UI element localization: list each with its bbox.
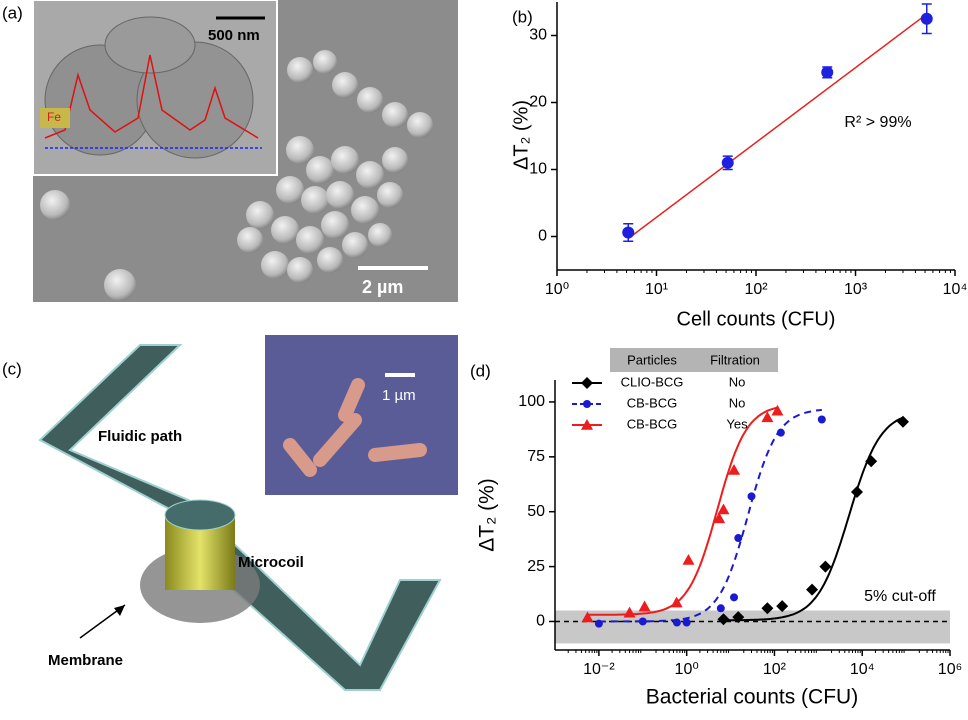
scale-label: 1 µm xyxy=(382,387,416,404)
cell xyxy=(104,16,196,74)
legend-label: CB-BCG xyxy=(627,395,678,410)
bacteria-spheres xyxy=(40,50,433,301)
coil-top xyxy=(164,499,236,531)
point xyxy=(622,226,635,239)
y-tick-label: 0 xyxy=(538,228,547,245)
point xyxy=(672,618,681,627)
point xyxy=(817,415,826,424)
y-axis-label: ΔT₂ (%) xyxy=(476,478,499,552)
point xyxy=(761,411,774,423)
y-tick-label: 100 xyxy=(518,393,545,410)
point xyxy=(747,492,756,501)
fit-curve xyxy=(723,416,904,622)
scale-label: 500 nm xyxy=(208,27,260,44)
legend-label: CB-BCG xyxy=(627,416,678,431)
x-tick-label: 10² xyxy=(744,281,768,298)
panel-label: (a) xyxy=(2,3,23,22)
point xyxy=(761,602,774,615)
legend-label: CLIO-BCG xyxy=(621,374,684,389)
legend-filtration: No xyxy=(729,395,746,410)
x-tick-label: 10⁶ xyxy=(938,661,962,678)
scale-label: 2 µm xyxy=(362,277,403,297)
charts: (b) 0 10 20 30 10⁰ 10¹ 10² 10³ 10⁴ Cell counts (CF… xyxy=(470,2,967,709)
legend-filtration: Yes xyxy=(726,416,748,431)
point xyxy=(732,611,745,624)
point xyxy=(716,604,725,613)
fit-curve xyxy=(587,406,778,616)
point xyxy=(865,455,878,468)
point xyxy=(713,512,726,524)
x-tick-label: 10⁰ xyxy=(545,281,569,298)
fe-profile xyxy=(44,54,259,139)
point xyxy=(730,593,739,602)
x-tick-label: 10¹ xyxy=(645,281,668,298)
point xyxy=(581,611,594,623)
label: Microcoil xyxy=(238,554,304,571)
fe-label-box xyxy=(40,108,70,128)
point xyxy=(850,485,863,498)
element-label: Fe xyxy=(47,110,61,124)
point xyxy=(594,619,603,628)
point xyxy=(897,415,910,428)
x-tick-label: 10⁴ xyxy=(943,281,968,298)
x-tick-label: 10⁰ xyxy=(675,661,699,678)
x-axis-label: Bacterial counts (CFU) xyxy=(646,686,858,709)
point xyxy=(806,583,819,596)
legend-header-bg xyxy=(610,348,778,372)
x-axis-label: Cell counts (CFU) xyxy=(677,308,836,330)
label: Membrane xyxy=(48,652,123,669)
point xyxy=(819,560,832,573)
fit-curve xyxy=(598,408,822,623)
annotation: R² > 99% xyxy=(844,114,911,131)
arrowhead xyxy=(114,605,125,616)
y-tick-label: 10 xyxy=(529,161,547,178)
panel-c: (c) Fluidic path Microcoil Membrane 1 µm xyxy=(2,335,458,691)
panel-a: (a) Fe 500 nm 2 µm xyxy=(2,0,458,302)
x-tick-label: 10⁻² xyxy=(583,661,615,678)
point xyxy=(717,503,730,515)
legend-header: Filtration xyxy=(710,352,760,367)
legend-header: Particles xyxy=(627,352,677,367)
point xyxy=(717,613,730,626)
panel-label: (b) xyxy=(512,7,533,26)
x-tick-label: 10² xyxy=(763,661,787,678)
y-tick-label: 20 xyxy=(529,94,547,111)
fit-line xyxy=(627,13,928,240)
legend-marker xyxy=(583,400,591,408)
annotation: 5% cut-off xyxy=(864,588,936,605)
sem-inset xyxy=(265,335,458,495)
y-tick-label: 50 xyxy=(527,503,545,520)
y-tick-label: 25 xyxy=(527,558,545,575)
bacilli xyxy=(283,378,427,477)
panel-label: (c) xyxy=(2,359,22,378)
x-tick-label: 10³ xyxy=(844,281,868,298)
point xyxy=(771,404,784,416)
point xyxy=(638,600,651,612)
point xyxy=(623,606,636,618)
y-axis-label: ΔT₂ (%) xyxy=(510,100,532,170)
point xyxy=(638,617,647,626)
point xyxy=(776,600,789,613)
label: Fluidic path xyxy=(98,428,182,445)
point xyxy=(682,618,691,627)
point xyxy=(670,596,683,608)
y-tick-label: 75 xyxy=(527,448,545,465)
point xyxy=(734,534,743,543)
panel-label: (d) xyxy=(470,361,491,380)
point xyxy=(728,464,741,475)
point xyxy=(721,156,734,169)
y-tick-label: 30 xyxy=(529,27,547,44)
legend-marker xyxy=(581,419,593,430)
point xyxy=(776,428,785,437)
x-tick-label: 10⁴ xyxy=(850,661,875,678)
point xyxy=(682,554,695,565)
point xyxy=(821,66,834,79)
point xyxy=(920,12,933,25)
y-tick-label: 0 xyxy=(536,613,545,630)
legend-filtration: No xyxy=(729,374,746,389)
cutoff-band xyxy=(555,610,950,644)
legend-marker xyxy=(581,377,593,389)
